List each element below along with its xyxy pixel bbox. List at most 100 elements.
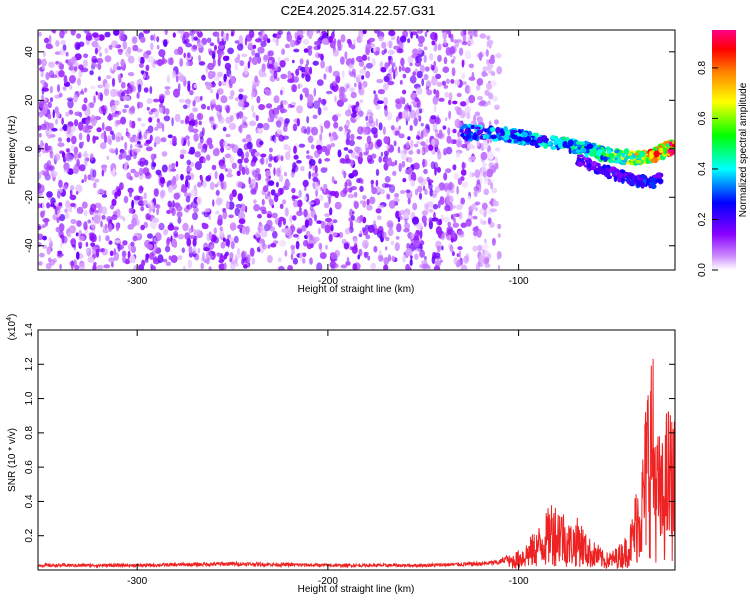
heatmap-cell <box>295 68 300 76</box>
heatmap-cell <box>468 86 471 94</box>
heatmap-cell <box>465 218 472 227</box>
heatmap-cell <box>381 182 389 189</box>
heatmap-cell <box>276 128 283 135</box>
heatmap-cell <box>431 40 436 46</box>
heatmap-ridge-point <box>586 143 594 149</box>
heatmap-cell <box>320 60 325 69</box>
heatmap-cell <box>46 191 53 198</box>
heatmap-ridge-layer <box>459 123 675 190</box>
heatmap-cell <box>139 63 144 68</box>
heatmap-cell <box>296 35 302 44</box>
heatmap-cell <box>396 223 402 233</box>
heatmap-cell <box>131 36 138 44</box>
heatmap-cell <box>239 60 245 67</box>
heatmap-cell <box>186 237 192 247</box>
heatmap-cell <box>176 211 183 218</box>
heatmap-cell <box>253 204 260 212</box>
heatmap-cell <box>474 111 481 117</box>
heatmap-cell <box>46 246 51 255</box>
heatmap-cell <box>426 201 434 208</box>
heatmap-cell <box>366 135 372 145</box>
heatmap-cell <box>407 38 411 43</box>
heatmap-cell <box>284 43 290 49</box>
heatmap-cell <box>309 205 314 212</box>
heatmap-cell <box>409 62 413 67</box>
heatmap-cell <box>413 143 419 148</box>
heatmap-ridge-point <box>547 141 552 146</box>
heatmap-cell <box>218 51 225 56</box>
heatmap-cell <box>305 230 311 238</box>
heatmap-cell <box>370 127 378 135</box>
heatmap-cell <box>314 214 317 222</box>
heatmap-cell <box>212 199 215 207</box>
heatmap-cell <box>278 135 285 142</box>
heatmap-cell <box>228 214 234 219</box>
heatmap-cell <box>384 176 391 183</box>
heatmap-cell <box>319 32 323 37</box>
heatmap-cell <box>388 30 396 37</box>
heatmap-cell <box>206 137 213 145</box>
heatmap-cell <box>494 147 501 152</box>
heatmap-ridge-point <box>614 171 618 176</box>
heatmap-cell <box>496 66 503 75</box>
heatmap-cell <box>365 146 370 155</box>
heatmap-cell <box>450 138 453 145</box>
heatmap-cell <box>41 224 46 229</box>
heatmap-cell <box>139 186 144 191</box>
heatmap-cell <box>193 228 197 238</box>
heatmap-cell <box>258 104 265 111</box>
heatmap-cell <box>368 115 374 124</box>
heatmap-cell <box>163 39 168 47</box>
heatmap-cell <box>82 59 88 68</box>
heatmap-cell <box>447 221 452 227</box>
heatmap-cell <box>284 207 289 217</box>
heatmap-cell <box>101 206 108 215</box>
heatmap-cell <box>490 71 496 77</box>
heatmap-ridge-point <box>495 126 501 134</box>
heatmap-cell <box>55 40 60 47</box>
heatmap-cell <box>203 259 208 263</box>
heatmap-ridge-point <box>490 134 497 140</box>
heatmap-cell <box>220 146 225 153</box>
heatmap-cell <box>333 180 338 185</box>
heatmap-cell <box>457 246 463 251</box>
heatmap-cell <box>338 231 344 239</box>
heatmap-cell <box>484 89 490 96</box>
heatmap-cell <box>290 171 295 178</box>
heatmap-cell <box>290 101 297 106</box>
heatmap-cell <box>158 93 166 100</box>
heatmap-cell <box>328 233 333 242</box>
heatmap-cell <box>495 52 502 59</box>
heatmap-cell <box>450 237 454 243</box>
heatmap-cell <box>359 151 363 158</box>
heatmap-cell <box>192 212 198 221</box>
heatmap-cell <box>214 183 219 188</box>
y-tick-label: 1.4 <box>24 323 35 337</box>
heatmap-cell <box>280 100 288 105</box>
heatmap-cell <box>432 203 439 210</box>
heatmap-cell <box>183 31 190 39</box>
heatmap-cell <box>488 92 494 100</box>
heatmap-cell <box>373 30 380 34</box>
heatmap-cell <box>356 76 360 84</box>
heatmap-cell <box>299 34 304 39</box>
heatmap-cell <box>416 34 419 39</box>
heatmap-cell <box>291 84 298 93</box>
heatmap-cell <box>267 117 272 123</box>
heatmap-ridge-point <box>640 152 644 156</box>
heatmap-cell <box>296 159 302 164</box>
heatmap-cell <box>206 37 212 44</box>
heatmap-cell <box>284 118 290 124</box>
heatmap-cell <box>254 52 260 58</box>
heatmap-cell <box>187 52 191 58</box>
heatmap-cell <box>334 201 342 210</box>
heatmap-cell <box>287 78 295 84</box>
heatmap-cell <box>416 30 424 34</box>
heatmap-cell <box>421 263 429 270</box>
heatmap-cell <box>38 31 42 37</box>
heatmap-cell <box>370 262 377 270</box>
heatmap-cell <box>230 241 235 250</box>
heatmap-cell <box>377 100 384 105</box>
heatmap-cell <box>316 79 324 86</box>
heatmap-cell <box>244 37 248 46</box>
